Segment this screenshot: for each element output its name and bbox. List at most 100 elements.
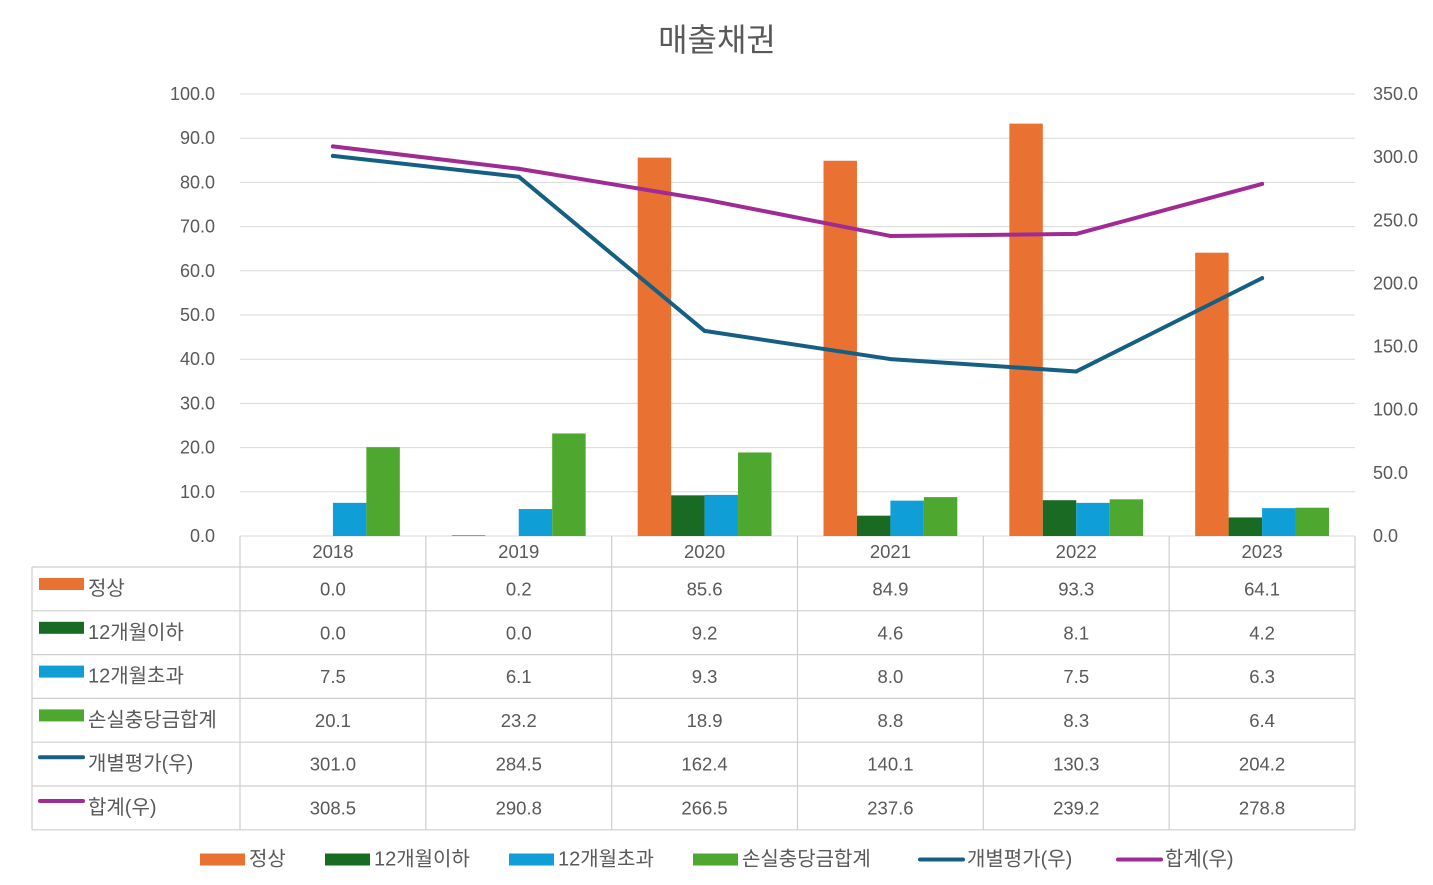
point-total-right-2021 (888, 233, 893, 238)
table-row-label: 손실충당금합계 (88, 708, 217, 731)
bar-normal-2020 (637, 157, 672, 536)
y-axis-left-tick-label: 10.0 (180, 482, 215, 502)
table-cell: 7.5 (320, 666, 346, 687)
table-cell: 162.4 (681, 754, 727, 775)
legend-label-individual-assessment-right: 개별평가(우) (967, 848, 1072, 871)
point-individual-assessment-right-2022 (1074, 369, 1079, 374)
point-individual-assessment-right-2020 (702, 328, 707, 333)
table-key-loss-allowance-total (39, 709, 84, 722)
bar-over-12-months-2023 (1262, 508, 1296, 536)
table-cell: 204.2 (1239, 754, 1285, 775)
table-header-year: 2022 (1056, 541, 1097, 562)
bar-over-12-months-2022 (1076, 502, 1110, 536)
point-total-right-2018 (330, 144, 335, 149)
table-header-year: 2023 (1242, 541, 1283, 562)
y-axis-right-tick-label: 350.0 (1373, 84, 1418, 104)
table-row-label: 12개월초과 (88, 665, 184, 688)
table-key-within-12-months (39, 621, 84, 634)
table-cell: 9.2 (692, 622, 718, 643)
bar-over-12-months-2020 (704, 494, 739, 536)
y-axis-left-tick-label: 30.0 (180, 393, 215, 413)
y-axis-right-tick-label: 150.0 (1373, 337, 1418, 357)
table-cell: 140.1 (867, 754, 913, 775)
bar-loss-allowance-total-2020 (738, 452, 772, 536)
table-row-label: 개별평가(우) (88, 752, 193, 775)
bar-series (332, 123, 1329, 537)
table-header-year: 2018 (312, 541, 353, 562)
bar-normal-2022 (1009, 123, 1043, 536)
table-cell: 0.0 (320, 579, 346, 600)
table-cell: 130.3 (1053, 754, 1099, 775)
bar-within-12-months-2022 (1042, 500, 1077, 536)
point-total-right-2023 (1260, 181, 1265, 186)
table-header-year: 2021 (870, 541, 911, 562)
y-axis-left-tick-label: 0.0 (190, 526, 215, 546)
table-row-label: 합계(우) (88, 796, 157, 819)
table-cell: 4.6 (878, 622, 904, 643)
bar-within-12-months-2021 (856, 515, 891, 536)
point-individual-assessment-right-2019 (516, 174, 521, 179)
bar-loss-allowance-total-2023 (1295, 507, 1329, 536)
y-axis-left-tick-label: 80.0 (180, 172, 215, 192)
bar-normal-2019 (451, 535, 486, 536)
table-key-over-12-months (39, 665, 84, 678)
table-cell: 308.5 (310, 798, 356, 819)
table-cell: 278.8 (1239, 798, 1285, 819)
line-series (330, 144, 1265, 374)
legend-label-loss-allowance-total: 손실충당금합계 (742, 848, 871, 871)
table-key-normal (39, 578, 84, 590)
legend-label-normal: 정상 (249, 848, 286, 871)
y-axis-right-tick-label: 200.0 (1373, 273, 1418, 293)
y-axis-right-tick-label: 250.0 (1373, 210, 1418, 230)
y-axis-left-tick-label: 60.0 (180, 261, 215, 281)
table-cell: 85.6 (687, 579, 723, 600)
bar-within-12-months-2020 (671, 495, 705, 536)
y-axis-right-tick-label: 0.0 (1373, 526, 1398, 546)
point-total-right-2020 (702, 197, 707, 202)
table-cell: 8.8 (878, 710, 904, 731)
y-axis-left-tick-label: 70.0 (180, 217, 215, 237)
table-cell: 0.2 (506, 579, 532, 600)
point-individual-assessment-right-2023 (1260, 276, 1265, 281)
table-row-label: 12개월이하 (88, 621, 184, 644)
table-cell: 93.3 (1058, 579, 1094, 600)
bar-over-12-months-2019 (518, 509, 553, 536)
point-total-right-2022 (1074, 231, 1079, 236)
table-cell: 239.2 (1053, 798, 1099, 819)
legend-label-over-12-months: 12개월초과 (558, 848, 654, 871)
bar-within-12-months-2023 (1228, 517, 1263, 536)
table-cell: 23.2 (501, 710, 537, 731)
table-row-label: 정상 (88, 577, 125, 600)
table-cell: 64.1 (1244, 579, 1280, 600)
table-cell: 7.5 (1063, 666, 1089, 687)
line-individual-assessment-right (330, 153, 1265, 374)
y-axis-left-tick-label: 20.0 (180, 438, 215, 458)
table-cell: 0.0 (506, 622, 532, 643)
y-axis-left-tick-label: 50.0 (180, 305, 215, 325)
bar-over-12-months-2021 (890, 500, 924, 536)
legend-key-normal (200, 853, 245, 866)
legend-label-total-right: 합계(우) (1165, 848, 1234, 871)
y-axis-right-tick-label: 300.0 (1373, 147, 1418, 167)
table-header-year: 2020 (684, 541, 725, 562)
bar-normal-2023 (1195, 252, 1229, 537)
table-cell: 301.0 (310, 754, 356, 775)
line-total-right (330, 144, 1265, 238)
table-cell: 290.8 (496, 798, 542, 819)
y-axis-left-tick-label: 100.0 (170, 84, 215, 104)
bar-loss-allowance-total-2022 (1109, 499, 1144, 536)
point-individual-assessment-right-2021 (888, 357, 893, 362)
table-cell: 6.3 (1249, 666, 1275, 687)
chart-title: 매출채권 (658, 22, 776, 58)
table-cell: 18.9 (687, 710, 723, 731)
table-cell: 8.3 (1063, 710, 1089, 731)
table-cell: 8.0 (878, 666, 904, 687)
legend-key-loss-allowance-total (693, 853, 738, 866)
data-table: 2018 2019 2020 2021 2022 2023 정상 0.0 0.2 85.6 84.9… (31, 536, 1356, 831)
legend-key-within-12-months (325, 853, 370, 866)
axis-tick-labels: 0.0 10.0 20.0 30.0 40.0 50.0 60.0 70.0 80.0 90.0 1… (170, 84, 1418, 546)
bar-loss-allowance-total-2021 (923, 497, 958, 536)
point-individual-assessment-right-2018 (330, 153, 335, 158)
bar-loss-allowance-total-2018 (366, 447, 400, 536)
